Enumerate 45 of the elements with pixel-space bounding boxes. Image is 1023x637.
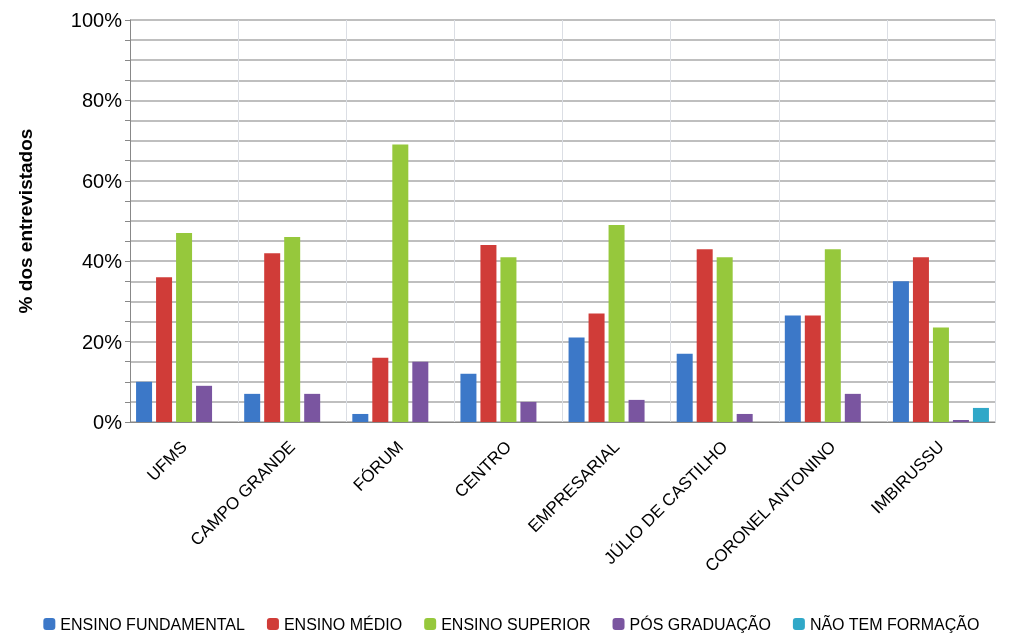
bar [932,327,949,422]
y-tick-label: 0% [93,411,123,433]
bar [628,399,645,422]
bar [500,257,517,422]
bar [392,144,409,422]
bar [676,353,693,422]
bar [304,393,321,422]
bar [136,381,153,422]
y-tick-label: 60% [81,169,123,192]
bar [804,315,821,422]
legend-label: PÓS GRADUAÇÃO [629,613,771,633]
bar [264,253,281,422]
bar [460,373,477,422]
legend-label: ENSINO FUNDAMENTAL [60,615,246,633]
bar [892,281,909,422]
bar [588,313,605,422]
bar [284,237,301,422]
bar [352,413,369,422]
bar [156,277,173,422]
legend-label: ENSINO SUPERIOR [441,615,591,633]
bar [784,315,801,422]
bar [716,257,733,422]
legend-label: NÃO TEM FORMAÇÃO [809,613,980,633]
bar [176,233,193,422]
bar [696,249,713,422]
bar [912,257,929,422]
y-tick-label: 80% [81,89,123,112]
bar [608,225,625,422]
bar [952,419,969,422]
bar [244,393,261,422]
bar [520,401,537,422]
y-tick-label: 100% [70,9,123,31]
legend-label: ENSINO MÉDIO [283,614,403,633]
bar [412,361,429,422]
bar [568,337,585,422]
y-tick-label: 40% [81,250,123,273]
bar [736,413,753,422]
bar [196,385,213,422]
y-tick-label: 20% [81,330,123,353]
bar [480,245,497,422]
bar [824,249,841,422]
bar [844,393,861,422]
bar [372,357,389,422]
bar [972,407,989,422]
y-axis-title: % dos entrevistados [15,128,36,314]
